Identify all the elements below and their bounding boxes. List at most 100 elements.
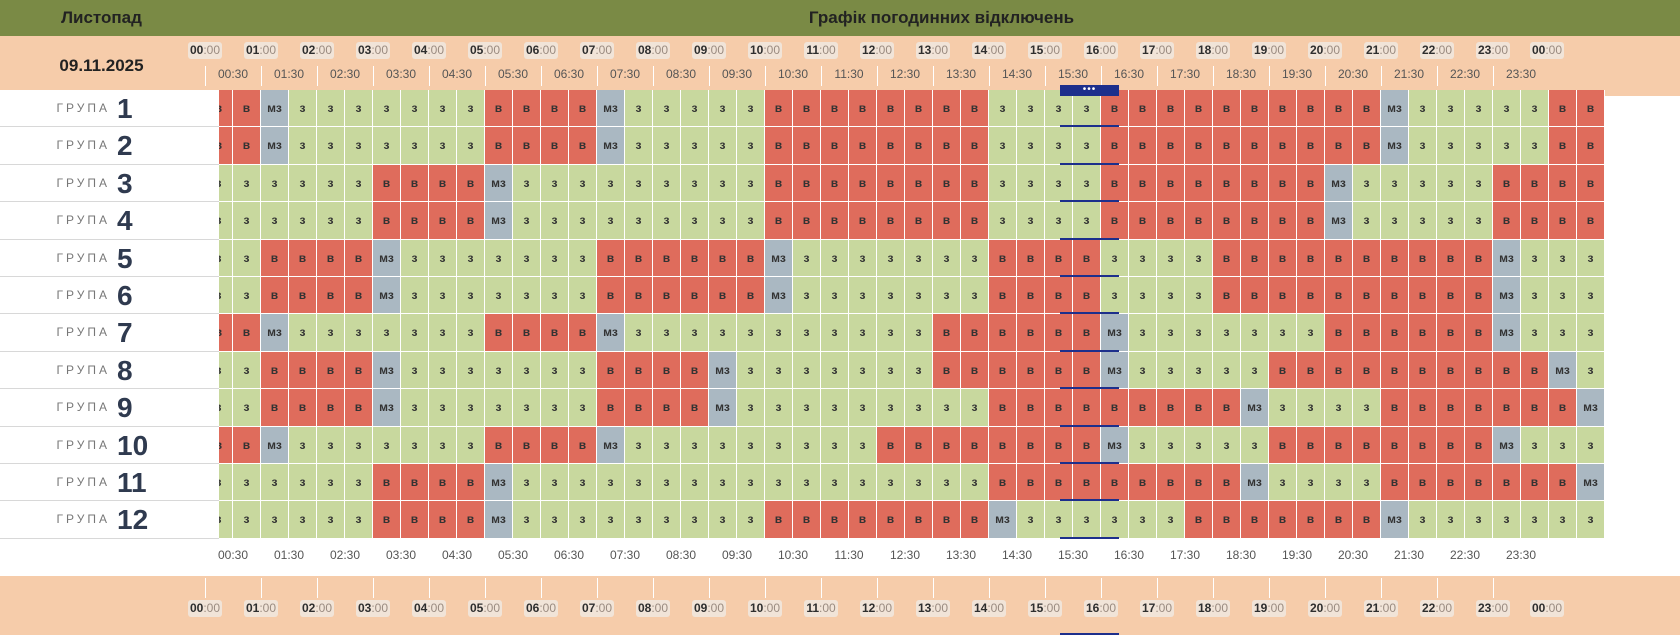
schedule-cell: з <box>1577 239 1605 277</box>
current-slot-underline <box>1060 162 1119 165</box>
schedule-cell: з <box>793 389 821 427</box>
hour-tick <box>485 578 486 598</box>
schedule-cell: в <box>233 127 261 165</box>
schedule-cell: в <box>1269 239 1297 277</box>
schedule-cell: в <box>1465 277 1493 315</box>
schedule-cell: з <box>233 501 261 539</box>
schedule-cell: з <box>261 202 289 240</box>
schedule-cell: в <box>1409 464 1437 502</box>
schedule-cell: з <box>569 277 597 315</box>
schedule-cell: з <box>1465 202 1493 240</box>
half-hour-label-top: 21:30 <box>1393 67 1425 81</box>
group-word: ГРУПА <box>56 213 110 228</box>
hour-label-minutes: :00 <box>707 43 725 57</box>
schedule-cell: в <box>1017 314 1045 352</box>
schedule-cell: в <box>1185 202 1213 240</box>
schedule-cell: в <box>1157 202 1185 240</box>
hour-label-hours: 15 <box>1029 43 1044 57</box>
schedule-cell: в <box>1381 239 1409 277</box>
schedule-cell: в <box>1213 464 1241 502</box>
group-label: ГРУПА 11 <box>0 464 219 502</box>
schedule-cell: з <box>821 389 849 427</box>
schedule-cell: в <box>1213 501 1241 539</box>
schedule-cell: з <box>737 389 765 427</box>
half-hour-label-bottom: 03:30 <box>385 548 417 562</box>
schedule-cell: мз <box>261 127 289 165</box>
schedule-cell: в <box>1353 426 1381 464</box>
hour-label-top: 04:00 <box>412 42 446 59</box>
schedule-cell: з <box>1437 90 1465 128</box>
hour-label-hours: 17 <box>1141 43 1156 57</box>
hour-label-top: 13:00 <box>916 42 950 59</box>
current-slot-underline <box>1060 275 1119 277</box>
schedule-cell: з <box>737 90 765 128</box>
schedule-cell: в <box>1101 164 1129 203</box>
schedule-cell: в <box>1129 464 1157 502</box>
schedule-cell: в <box>457 202 485 240</box>
schedule-cell: в <box>345 277 373 315</box>
schedule-cell: з <box>1549 239 1577 277</box>
schedule-cell: з <box>1269 464 1297 502</box>
schedule-cell: з <box>541 277 569 315</box>
schedule-cell: з <box>1185 314 1213 352</box>
schedule-cell: в <box>1465 464 1493 502</box>
schedule-cell: з <box>541 239 569 277</box>
schedule-cell: з <box>681 501 709 539</box>
schedule-cell: з <box>933 464 961 502</box>
hour-tick <box>205 578 206 598</box>
schedule-cell: в <box>597 351 625 390</box>
schedule-cell: з <box>625 127 653 165</box>
schedule-cell: в <box>597 277 625 315</box>
schedule-cell: з <box>1437 501 1465 539</box>
hour-tick <box>1045 66 1046 86</box>
schedule-cell: з <box>541 501 569 539</box>
hour-tick <box>597 66 598 86</box>
hour-label-bottom: 19:00 <box>1252 600 1286 617</box>
schedule-cell: в <box>1437 389 1465 427</box>
schedule-cell: в <box>1549 90 1577 128</box>
hour-tick <box>1437 578 1438 598</box>
hour-label-hours: 09 <box>693 601 708 615</box>
schedule-cell: в <box>1185 501 1213 539</box>
schedule-cell: в <box>289 351 317 390</box>
hour-label-hours: 13 <box>917 43 932 57</box>
half-hour-label-bottom: 00:30 <box>217 548 249 562</box>
schedule-cell: з <box>905 239 933 277</box>
hour-label-minutes: :00 <box>1379 43 1397 57</box>
schedule-cell: в <box>429 202 457 240</box>
schedule-cell: в <box>485 314 513 352</box>
hour-label-minutes: :00 <box>539 43 557 57</box>
schedule-cell: з <box>877 351 905 390</box>
hour-label-hours: 11 <box>806 43 819 57</box>
schedule-cell: з <box>429 389 457 427</box>
hour-label-bottom: 11:00 <box>804 600 838 617</box>
schedule-cell: з <box>345 426 373 464</box>
schedule-cell: з <box>821 351 849 390</box>
schedule-cell: мз <box>765 239 793 277</box>
schedule-cell: в <box>1353 501 1381 539</box>
schedule-cell: в <box>1325 239 1353 277</box>
schedule-cell: з <box>1549 314 1577 352</box>
schedule-cell: в <box>989 389 1017 427</box>
hour-label-hours: 20 <box>1309 43 1324 57</box>
schedule-cell: в <box>1353 239 1381 277</box>
schedule-cell: мз <box>1493 239 1521 277</box>
hour-label-minutes: :00 <box>1211 43 1229 57</box>
schedule-cell: з <box>457 239 485 277</box>
schedule-cell: з <box>317 127 345 165</box>
schedule-cell: в <box>1353 314 1381 352</box>
current-slot-underline <box>1060 424 1119 427</box>
schedule-cell: з <box>625 202 653 240</box>
hour-label-minutes: :00 <box>203 43 221 57</box>
hour-label-minutes: :00 <box>539 601 557 615</box>
schedule-cell: в <box>289 389 317 427</box>
schedule-cell: в <box>625 389 653 427</box>
schedule-cell: з <box>737 501 765 539</box>
schedule-cell: в <box>793 202 821 240</box>
schedule-cell: в <box>289 277 317 315</box>
schedule-cell: в <box>1073 277 1101 315</box>
half-hour-label-top: 08:30 <box>665 67 697 81</box>
schedule-cell: в <box>1073 389 1101 427</box>
schedule-cell: з <box>317 501 345 539</box>
hour-label-top: 14:00 <box>972 42 1006 59</box>
